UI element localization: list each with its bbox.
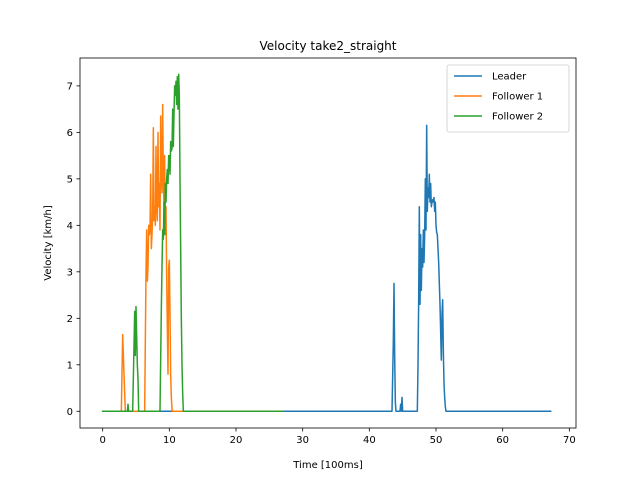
series-line-3 [101, 73, 284, 413]
y-axis-label: Velocity [km/h] [43, 205, 54, 281]
series-layer [101, 73, 552, 413]
series-line-2 [101, 103, 284, 413]
x-tick-label: 20 [230, 435, 243, 446]
y-tick-label: 3 [67, 267, 73, 278]
y-tick-label: 0 [67, 407, 73, 418]
legend-label-1: Leader [492, 72, 527, 83]
series-line-1 [101, 124, 552, 413]
y-tick-label: 5 [67, 174, 73, 185]
legend-items: Leader Follower 1 Follower 2 [454, 72, 543, 123]
y-tick-label: 6 [67, 128, 73, 139]
x-axis-ticks: 0 10 20 30 40 50 60 70 [99, 428, 576, 446]
x-tick-label: 10 [163, 435, 176, 446]
y-tick-label: 1 [67, 360, 73, 371]
x-tick-label: 30 [296, 435, 309, 446]
x-tick-label: 0 [99, 435, 105, 446]
y-tick-label: 2 [67, 314, 73, 325]
chart-title: Velocity take2_straight [260, 39, 397, 53]
legend-label-3: Follower 2 [492, 112, 543, 123]
y-tick-label: 4 [67, 221, 73, 232]
axes-frame [79, 57, 577, 429]
y-axis-ticks: 0 1 2 3 4 5 6 7 [67, 81, 80, 418]
x-tick-label: 70 [563, 435, 576, 446]
plot-area: 0 10 20 30 40 50 60 70 0 1 2 3 4 5 6 7 [67, 57, 577, 446]
x-tick-label: 40 [363, 435, 376, 446]
x-axis-label: Time [100ms] [292, 460, 363, 471]
x-tick-label: 50 [430, 435, 443, 446]
legend-label-2: Follower 1 [492, 92, 543, 103]
legend: Leader Follower 1 Follower 2 [446, 64, 570, 133]
y-tick-label: 7 [67, 81, 73, 92]
x-tick-label: 60 [496, 435, 509, 446]
